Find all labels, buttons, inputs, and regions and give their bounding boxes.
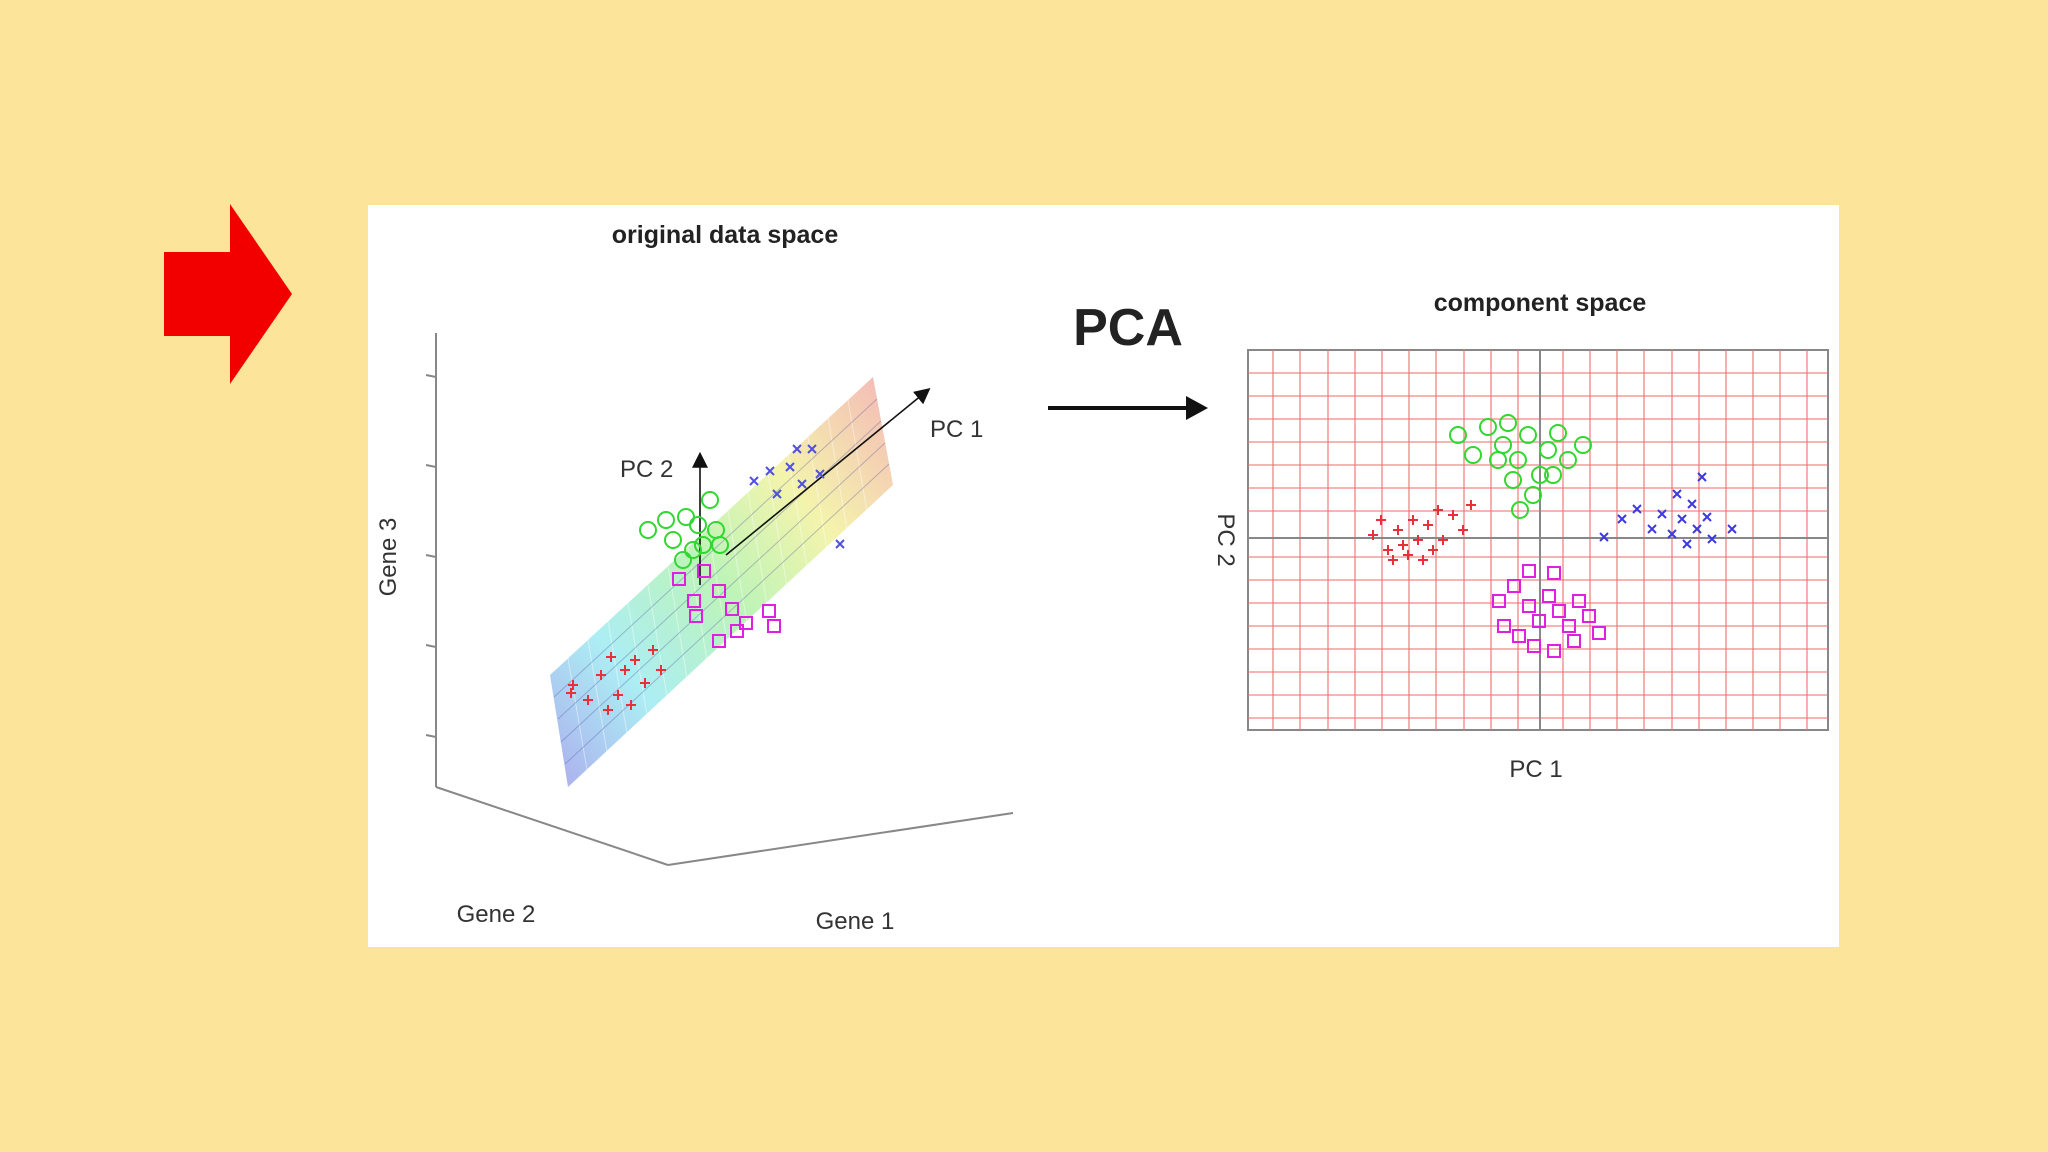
pc1-vector-label: PC 1 xyxy=(930,416,983,443)
component-space-plot: component space xyxy=(1212,289,1829,783)
cluster-blue-2d xyxy=(1599,472,1737,549)
pc1-vector xyxy=(725,387,931,556)
pc2-vector-label: PC 2 xyxy=(620,456,673,483)
pca-figure: original data space Gene 3 Gene 2 Gene 1 xyxy=(368,205,1839,947)
cluster-green-2d xyxy=(1449,414,1592,519)
gene2-axis-label: Gene 2 xyxy=(457,901,536,928)
right-plot-title: component space xyxy=(1434,289,1647,317)
plot-area xyxy=(1247,349,1829,731)
cluster-blue-3d xyxy=(749,444,845,549)
gene3-axis-label: Gene 3 xyxy=(375,518,402,597)
cluster-red-2d xyxy=(1368,500,1476,565)
transform-arrowhead xyxy=(1186,396,1208,420)
cluster-green-3d xyxy=(639,491,729,569)
cluster-red-3d xyxy=(566,645,666,715)
right-arrow-icon xyxy=(164,204,292,384)
y-axis-label: PC 2 xyxy=(1212,513,1239,566)
gene1-axis-label: Gene 1 xyxy=(816,908,895,935)
grid-lines xyxy=(1248,350,1828,730)
original-data-plot: original data space Gene 3 Gene 2 Gene 1 xyxy=(375,221,1014,935)
cluster-magenta-3d xyxy=(672,564,781,648)
cluster-magenta-2d xyxy=(1492,564,1606,658)
pca-plane xyxy=(550,377,893,787)
zero-lines xyxy=(1248,350,1828,730)
pca-label: PCA xyxy=(1073,299,1183,357)
x-axis-label: PC 1 xyxy=(1509,756,1562,783)
pca-transform: PCA xyxy=(1048,299,1208,420)
axes-3d xyxy=(425,333,1014,866)
left-plot-title: original data space xyxy=(612,221,839,249)
